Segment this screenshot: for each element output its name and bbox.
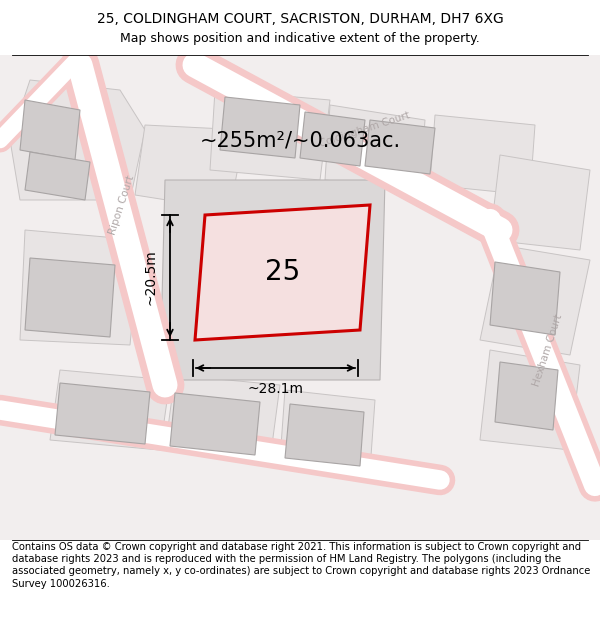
Polygon shape — [135, 125, 245, 210]
Text: ~255m²/~0.063ac.: ~255m²/~0.063ac. — [199, 130, 401, 150]
Polygon shape — [210, 90, 330, 180]
Polygon shape — [55, 383, 150, 444]
Polygon shape — [50, 370, 170, 450]
Polygon shape — [480, 350, 580, 450]
Polygon shape — [490, 262, 560, 335]
Text: ~28.1m: ~28.1m — [248, 382, 304, 396]
Text: ~20.5m: ~20.5m — [144, 249, 158, 306]
Text: Map shows position and indicative extent of the property.: Map shows position and indicative extent… — [120, 32, 480, 45]
Polygon shape — [220, 97, 300, 158]
Text: Coldingham Court: Coldingham Court — [319, 111, 412, 149]
Polygon shape — [495, 362, 558, 430]
Polygon shape — [25, 258, 115, 337]
Text: 25: 25 — [265, 259, 300, 286]
Text: Hexham Court: Hexham Court — [532, 312, 565, 388]
Polygon shape — [10, 80, 145, 200]
Polygon shape — [490, 155, 590, 250]
Polygon shape — [195, 205, 370, 340]
Polygon shape — [160, 180, 385, 380]
Polygon shape — [165, 375, 280, 460]
Polygon shape — [20, 100, 80, 160]
Polygon shape — [325, 105, 425, 190]
Text: Ripon Court: Ripon Court — [107, 174, 136, 236]
Polygon shape — [170, 393, 260, 455]
Polygon shape — [430, 115, 535, 195]
Polygon shape — [480, 245, 590, 355]
Text: 25, COLDINGHAM COURT, SACRISTON, DURHAM, DH7 6XG: 25, COLDINGHAM COURT, SACRISTON, DURHAM,… — [97, 12, 503, 26]
Polygon shape — [280, 390, 375, 470]
Polygon shape — [25, 152, 90, 200]
Polygon shape — [300, 112, 365, 166]
Polygon shape — [20, 230, 140, 345]
Text: Contains OS data © Crown copyright and database right 2021. This information is : Contains OS data © Crown copyright and d… — [12, 542, 590, 589]
Polygon shape — [285, 404, 364, 466]
Polygon shape — [365, 120, 435, 174]
